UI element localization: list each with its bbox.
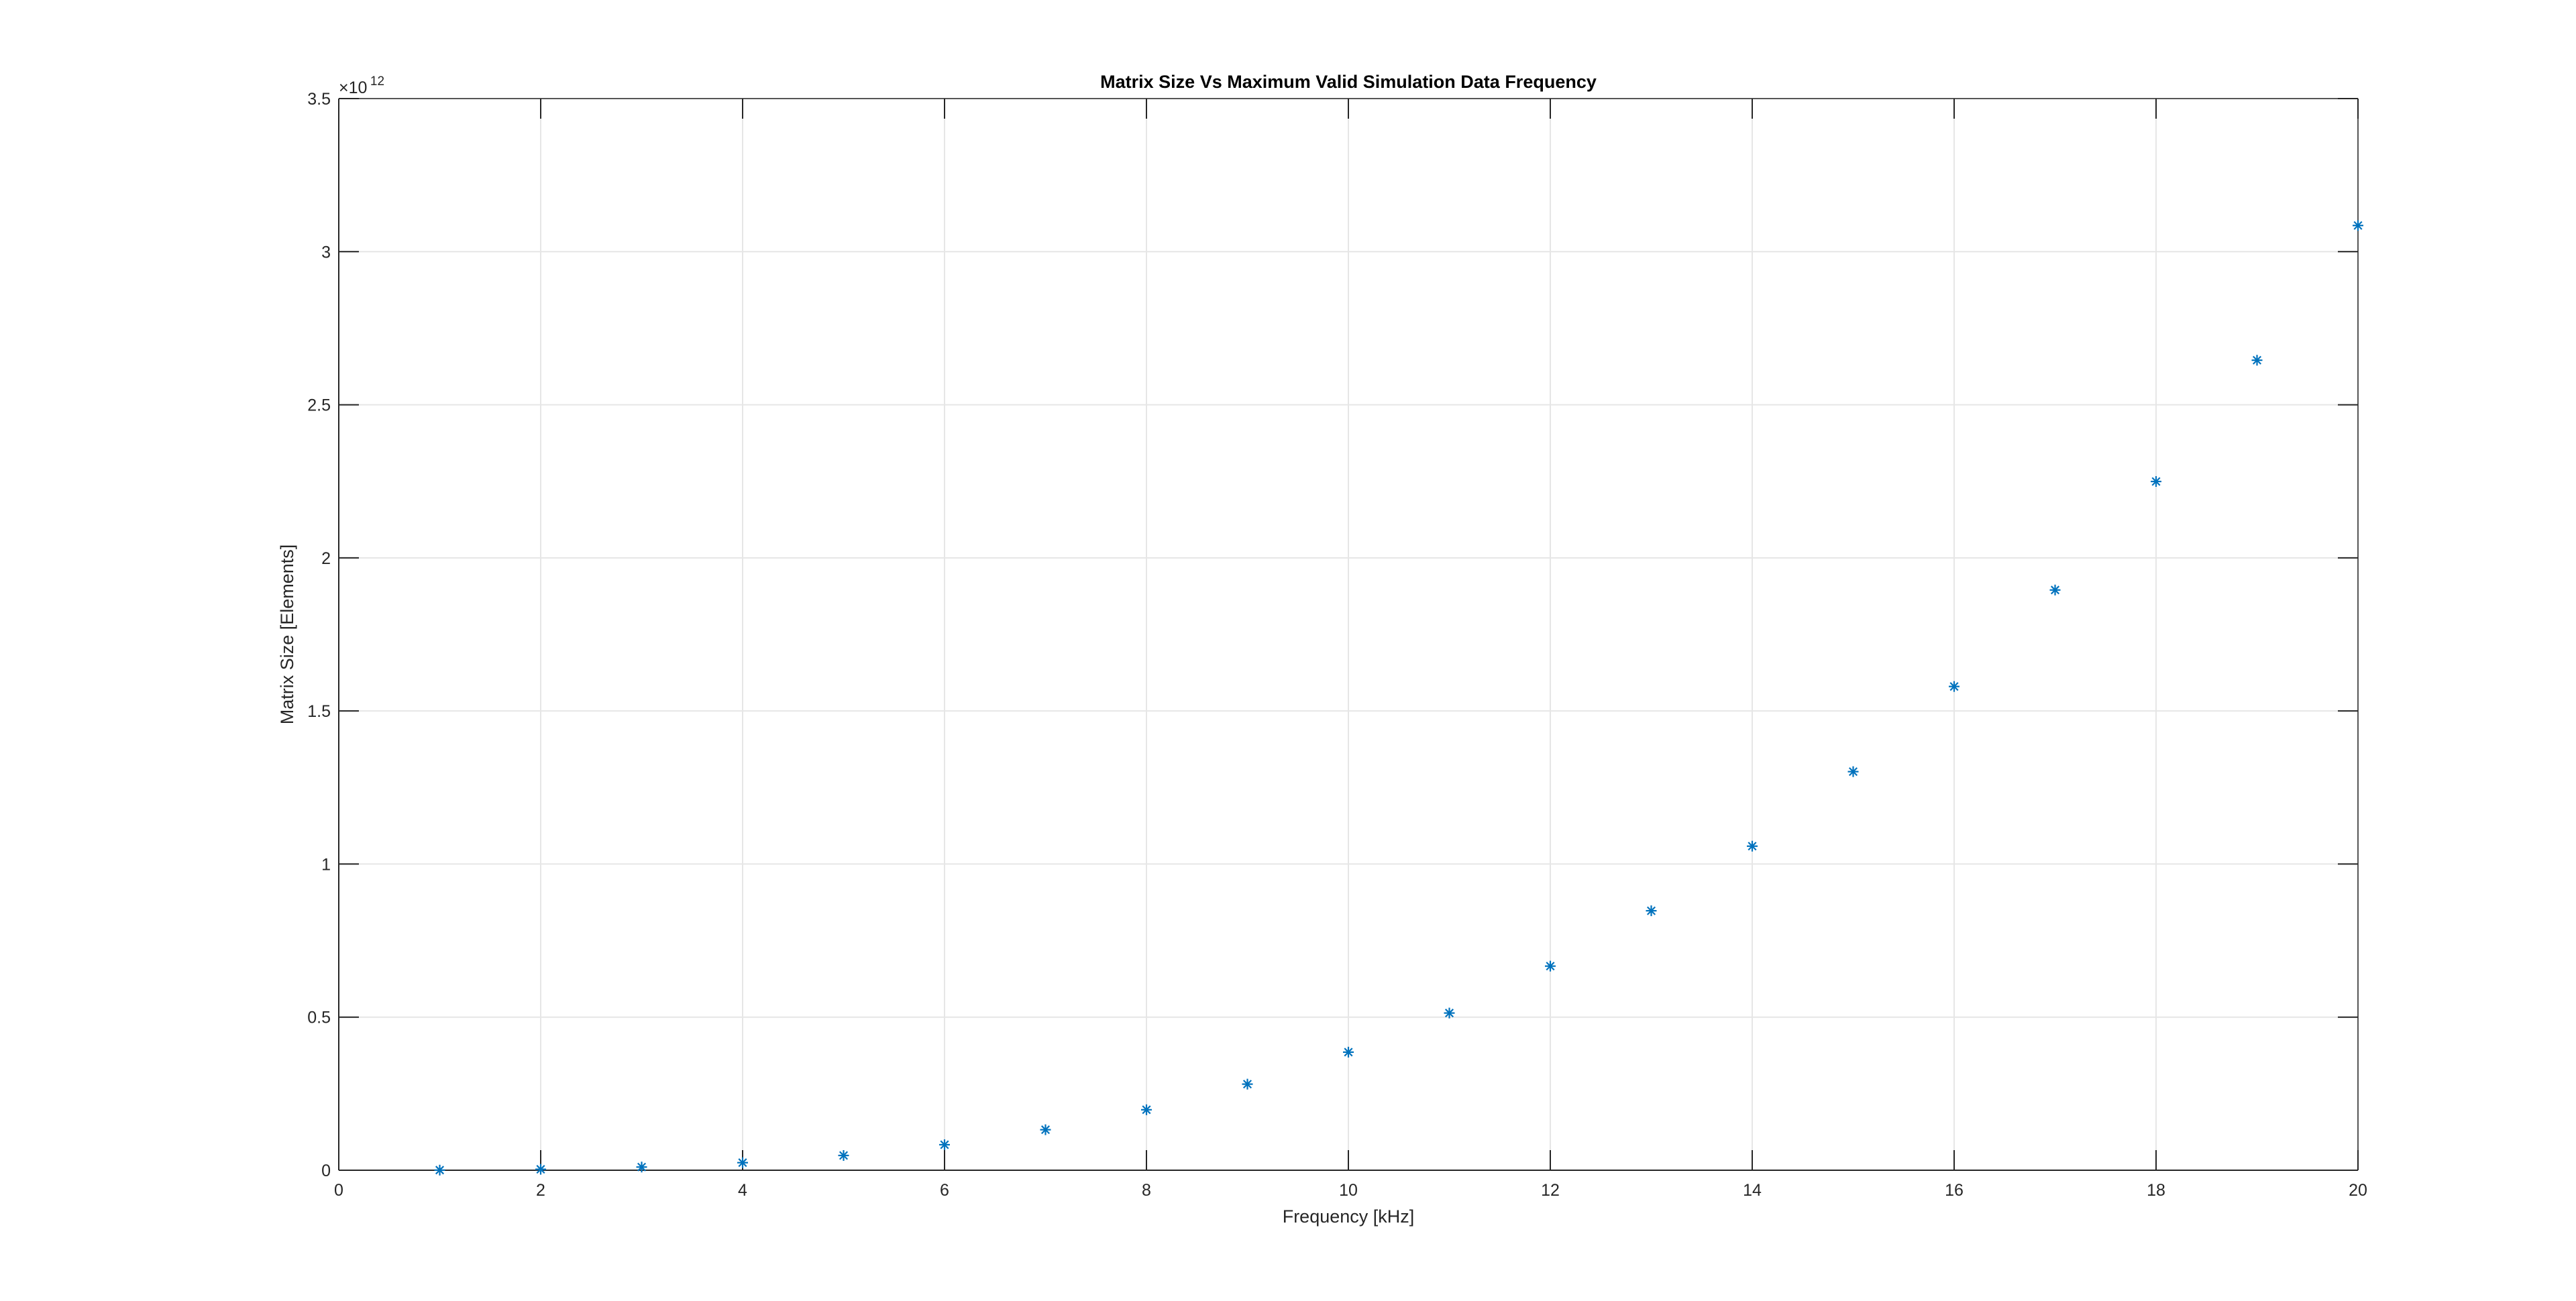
y-tick-label: 0 [321, 1162, 331, 1180]
data-point [535, 1164, 546, 1175]
y-axis-exponent-base: ×10 [339, 78, 367, 97]
y-tick-label: 3.5 [307, 90, 331, 109]
x-tick-label: 4 [738, 1181, 747, 1200]
y-axis-exponent-power: 12 [370, 74, 384, 89]
y-tick-label: 1.5 [307, 702, 331, 721]
data-point [1444, 1007, 1455, 1019]
x-tick-label: 6 [940, 1181, 949, 1200]
data-point [2151, 475, 2161, 487]
data-point [1242, 1078, 1253, 1090]
data-point [1141, 1104, 1152, 1115]
y-tick-label: 2.5 [307, 396, 331, 415]
data-point [838, 1149, 849, 1161]
x-tick-label: 2 [536, 1181, 545, 1200]
plot-area[interactable] [338, 98, 2363, 1176]
data-point [939, 1139, 950, 1150]
x-tick-label: 14 [1743, 1181, 1762, 1200]
data-point [434, 1164, 445, 1176]
y-tick-labels: 0 0.5 1 1.5 2 2.5 3 3.5 [307, 90, 331, 1180]
data-point [1545, 960, 1556, 972]
y-tick-label: 1 [321, 855, 331, 874]
x-tick-label: 10 [1339, 1181, 1358, 1200]
x-tick-label: 8 [1142, 1181, 1151, 1200]
data-point [1949, 681, 1960, 692]
data-point [1747, 840, 1758, 852]
data-points [434, 220, 2363, 1176]
data-point [2251, 355, 2263, 366]
x-tick-label: 0 [334, 1181, 343, 1200]
x-tick-label: 12 [1541, 1181, 1560, 1200]
data-point [2049, 584, 2061, 596]
y-tick-label: 2 [321, 549, 331, 568]
y-axis-exponent: ×10 12 [339, 74, 384, 97]
x-tick-label: 16 [1945, 1181, 1964, 1200]
y-axis-label: Matrix Size [Elements] [277, 545, 297, 725]
data-point [1343, 1046, 1354, 1058]
x-axis-label: Frequency [kHz] [1283, 1206, 1415, 1227]
data-point [2353, 220, 2363, 231]
x-tick-labels: 0 2 4 6 8 10 12 14 16 18 20 [334, 1181, 2367, 1200]
x-tick-label: 20 [2349, 1181, 2367, 1200]
chart-title: Matrix Size Vs Maximum Valid Simulation … [1100, 72, 1597, 92]
y-tick-label: 0.5 [307, 1009, 331, 1027]
data-point [1040, 1124, 1051, 1135]
y-tick-label: 3 [321, 243, 331, 262]
data-point [636, 1162, 647, 1173]
x-tick-label: 18 [2147, 1181, 2165, 1200]
data-point [1646, 905, 1657, 917]
ticks [338, 98, 2359, 1171]
data-point [1847, 766, 1859, 777]
data-point [737, 1157, 748, 1168]
